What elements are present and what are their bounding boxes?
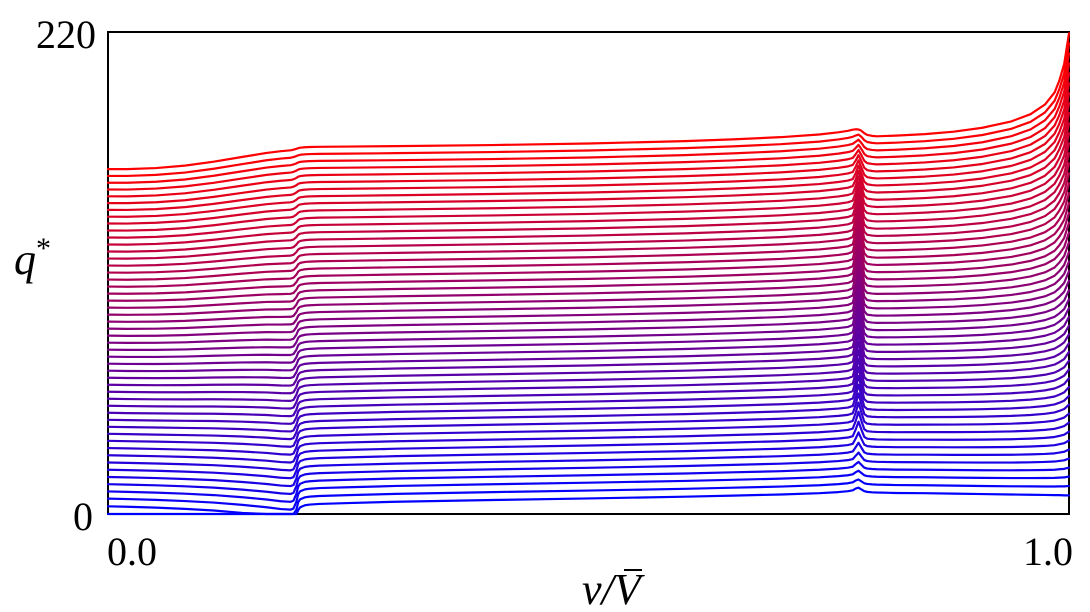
y-axis-label: q* <box>14 232 51 284</box>
series-line-19 <box>106 324 1071 387</box>
series-line-16 <box>106 349 1071 410</box>
series-line-50 <box>106 32 1071 171</box>
series-line-47 <box>106 62 1071 191</box>
series-line-4 <box>106 460 1071 503</box>
series-line-30 <box>106 231 1071 309</box>
series-line-25 <box>106 278 1071 344</box>
y-tick-label-top: 220 <box>36 12 96 57</box>
series-line-48 <box>106 52 1071 184</box>
y-axis-label-superscript: * <box>36 232 51 265</box>
x-axis-label-main: v/ <box>582 565 618 612</box>
series-line-39 <box>106 142 1071 246</box>
series-line-36 <box>106 172 1071 267</box>
series-line-6 <box>106 441 1071 488</box>
series-line-24 <box>106 285 1071 352</box>
series-line-46 <box>106 72 1071 198</box>
series-line-5 <box>106 451 1071 496</box>
series-line-22 <box>106 300 1071 366</box>
x-axis-label: v/V <box>582 565 646 612</box>
series-line-11 <box>106 392 1071 448</box>
series-line-7 <box>106 431 1071 480</box>
series-line-28 <box>106 250 1071 323</box>
x-tick-label-right: 1.0 <box>1023 529 1073 574</box>
series-line-40 <box>106 132 1071 239</box>
series-line-27 <box>106 260 1071 330</box>
series-line-29 <box>106 241 1071 316</box>
series-line-9 <box>106 410 1071 464</box>
series-line-41 <box>106 122 1071 232</box>
series-line-45 <box>106 82 1071 205</box>
series-line-18 <box>106 332 1071 395</box>
series-line-2 <box>106 478 1071 516</box>
series-line-34 <box>106 192 1071 281</box>
series-line-26 <box>106 270 1071 337</box>
series-line-23 <box>106 293 1071 359</box>
series-line-3 <box>106 469 1071 511</box>
x-tick-label-left: 0.0 <box>107 529 157 574</box>
series-line-20 <box>106 316 1071 380</box>
series-line-42 <box>106 111 1071 225</box>
series-line-8 <box>106 420 1071 472</box>
series-line-44 <box>106 92 1071 212</box>
series-line-38 <box>106 152 1071 253</box>
x-axis-label-text: v/V <box>582 565 646 612</box>
series-line-14 <box>106 366 1071 425</box>
series-line-15 <box>106 357 1071 418</box>
series-line-37 <box>106 162 1071 260</box>
series-line-17 <box>106 340 1071 402</box>
series-line-43 <box>106 102 1071 218</box>
series-line-21 <box>106 308 1071 373</box>
x-axis-label-variable: V <box>614 565 646 612</box>
series-line-35 <box>106 182 1071 274</box>
series-line-12 <box>106 383 1071 441</box>
curve-group <box>106 32 1071 516</box>
series-line-49 <box>106 42 1071 178</box>
y-axis-label-main: q <box>14 235 36 284</box>
series-line-13 <box>106 374 1071 433</box>
series-line-10 <box>106 401 1071 456</box>
series-line-31 <box>106 221 1071 302</box>
y-tick-label-bottom: 0 <box>73 494 93 539</box>
series-line-32 <box>106 211 1071 295</box>
series-line-33 <box>106 201 1071 288</box>
